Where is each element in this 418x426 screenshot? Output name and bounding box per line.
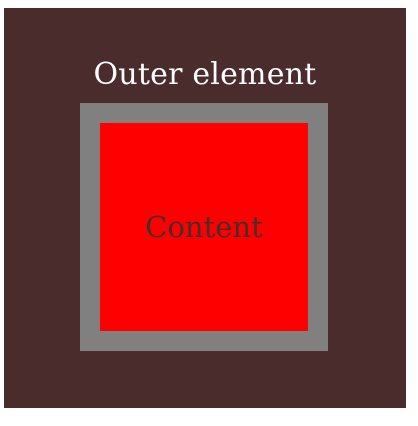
outer-element: Outer element Content bbox=[4, 8, 406, 408]
content-box: Content bbox=[100, 123, 308, 331]
outer-element-label: Outer element bbox=[93, 57, 317, 92]
border-layer: Content bbox=[80, 103, 328, 351]
content-label: Content bbox=[145, 210, 263, 244]
